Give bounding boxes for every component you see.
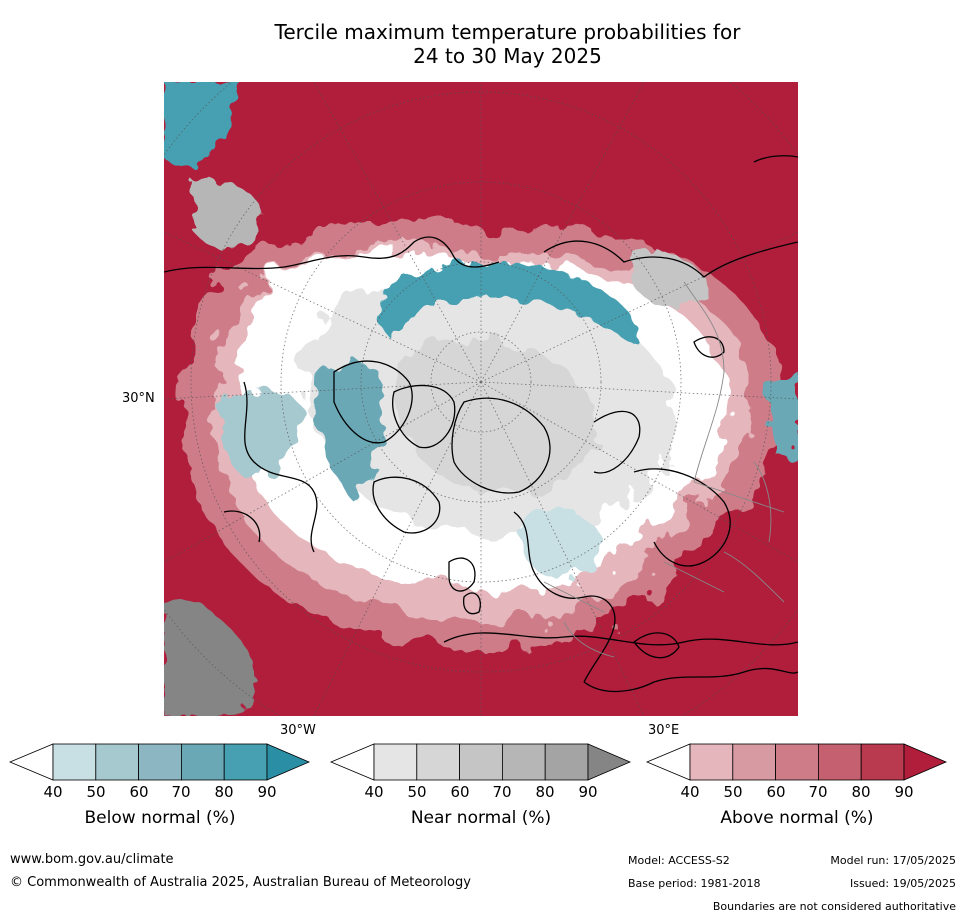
colorbar-segment [732, 743, 777, 781]
tick-label: 40 [680, 783, 700, 801]
colorbar-segment [501, 743, 546, 781]
colorbar-segment [52, 743, 97, 781]
tick-label: 50 [86, 783, 106, 801]
copyright-notice: © Commonwealth of Australia 2025, Austra… [10, 875, 471, 890]
tick-label: 90 [257, 783, 277, 801]
model-name: Model: ACCESS-S2 [628, 854, 730, 867]
colorbar-above-normal [645, 743, 948, 781]
colorbar-min-arrow [329, 743, 375, 781]
colorbar-max-arrow [903, 743, 948, 781]
tick-label: 60 [129, 783, 149, 801]
colorbar-segment [95, 743, 140, 781]
coastlines [164, 155, 798, 693]
colorbar-below-normal-label: Below normal (%) [84, 808, 236, 828]
base-period: Base period: 1981-2018 [628, 877, 761, 890]
near-normal-nw [194, 179, 264, 249]
issued-date: Issued: 19/05/2025 [849, 877, 956, 890]
tick-label: 80 [535, 783, 555, 801]
below-normal-nw-corner [164, 82, 244, 168]
near-normal-east [634, 249, 709, 309]
title-line-1: Tercile maximum temperature probabilitie… [274, 20, 741, 44]
tick-label: 60 [766, 783, 786, 801]
below-normal-europe [519, 508, 604, 579]
colorbar-segment [223, 743, 268, 781]
model-run-date: Model run: 17/05/2025 [830, 854, 956, 867]
colorbar-near-normal-ticks: 40 50 60 70 80 90 [331, 783, 631, 803]
colorbar-near-normal [329, 743, 632, 781]
polar-probability-map [164, 82, 798, 716]
colorbar-segment [860, 743, 905, 781]
colorbar-below-normal [8, 743, 311, 781]
tick-label: 80 [851, 783, 871, 801]
tick-label: 80 [214, 783, 234, 801]
colorbar-max-arrow [587, 743, 632, 781]
colorbar-min-arrow [645, 743, 691, 781]
tick-label: 60 [450, 783, 470, 801]
colorbar-below-normal-ticks: 40 50 60 70 80 90 [10, 783, 310, 803]
tick-label: 90 [894, 783, 914, 801]
colorbar-above-normal-ticks: 40 50 60 70 80 90 [647, 783, 947, 803]
colorbar-max-arrow [266, 743, 311, 781]
colorbar-segment [775, 743, 819, 781]
longitude-label-30e: 30°E [648, 723, 680, 738]
colorbar-segment [180, 743, 225, 781]
latitude-label-30n: 30°N [122, 391, 155, 406]
tick-label: 50 [407, 783, 427, 801]
near-normal-moderate [396, 340, 594, 494]
boundary-disclaimer: Boundaries are not considered authoritat… [712, 900, 956, 913]
title-line-2: 24 to 30 May 2025 [413, 44, 602, 68]
longitude-label-30w: 30°W [280, 723, 316, 738]
tick-label: 40 [364, 783, 384, 801]
colorbar-segment [416, 743, 461, 781]
tick-label: 90 [578, 783, 598, 801]
tick-label: 70 [808, 783, 828, 801]
colorbar-segment [817, 743, 862, 781]
tick-label: 40 [43, 783, 63, 801]
map-title: Tercile maximum temperature probabilitie… [0, 20, 965, 68]
website-url: www.bom.gov.au/climate [10, 852, 174, 867]
below-normal-arc-north [378, 262, 638, 344]
colorbar-segment [373, 743, 418, 781]
near-normal-strong-sw [164, 600, 257, 716]
colorbar-segment [689, 743, 734, 781]
colorbar-min-arrow [8, 743, 54, 781]
colorbar-segment [138, 743, 182, 781]
colorbar-above-normal-label: Above normal (%) [720, 808, 874, 828]
colorbar-segment [544, 743, 589, 781]
below-normal-canada [220, 389, 304, 478]
colorbar-segment [459, 743, 503, 781]
tick-label: 50 [723, 783, 743, 801]
tick-label: 70 [171, 783, 191, 801]
below-normal-east-edge [764, 372, 798, 462]
country-borders [543, 281, 785, 658]
tick-label: 70 [492, 783, 512, 801]
colorbar-near-normal-label: Near normal (%) [410, 808, 552, 828]
